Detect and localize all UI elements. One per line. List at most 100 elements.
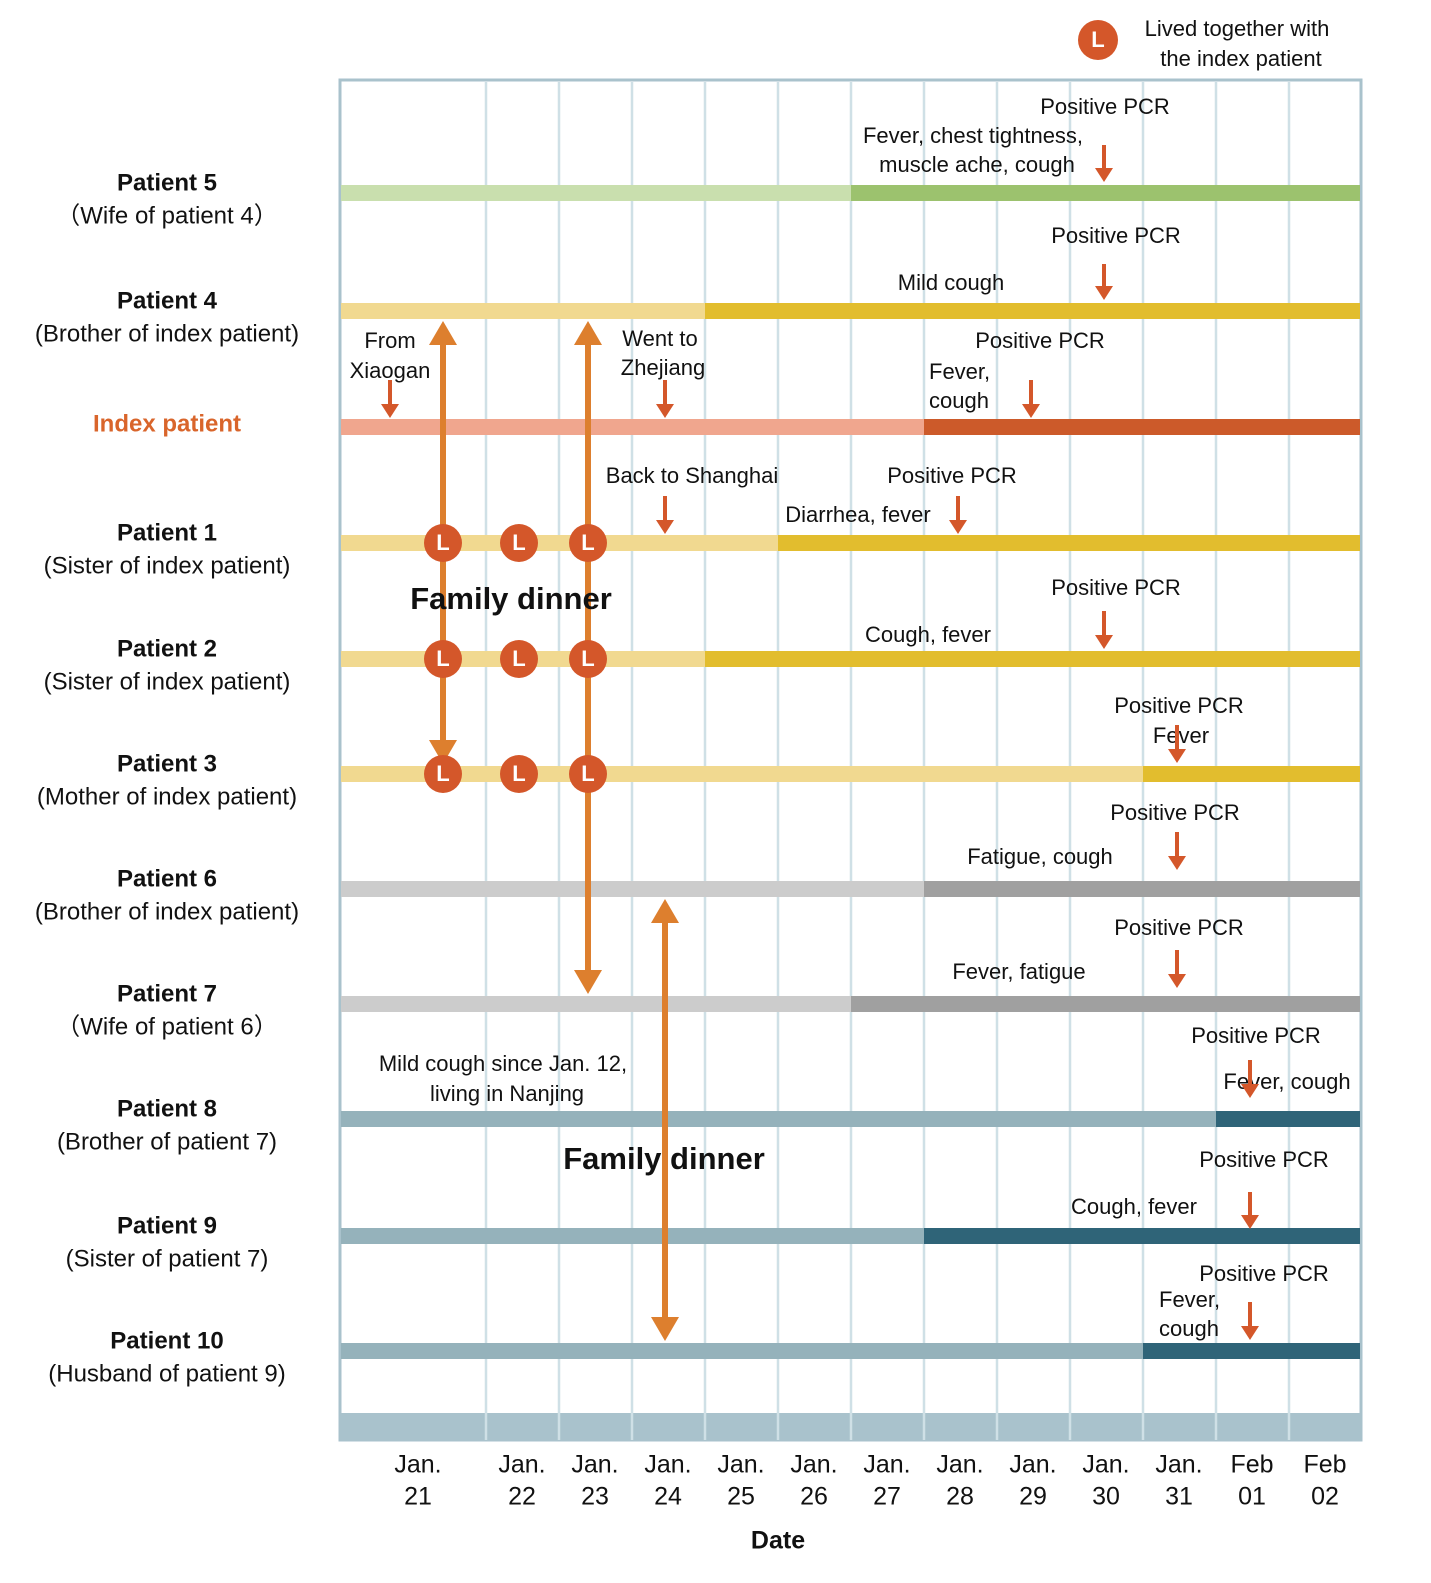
contact-arrow-up-icon <box>574 321 602 345</box>
lived-together-marker-letter: L <box>436 530 449 555</box>
lived-together-marker-letter: L <box>581 761 594 786</box>
lived-together-marker-icon <box>500 640 538 678</box>
positive-pcr-arrow-icon <box>1241 1084 1259 1098</box>
axis-tick-label: 29 <box>1019 1483 1047 1511</box>
lived-together-marker-icon <box>500 524 538 562</box>
row-label-name: Patient 3 <box>117 750 217 777</box>
axis-tick-label: 30 <box>1092 1483 1120 1511</box>
timeline-bar-symptomatic <box>778 535 1360 551</box>
axis-tick-label: 27 <box>873 1483 901 1511</box>
positive-pcr-label: Positive PCR <box>1040 94 1170 119</box>
positive-pcr-arrow-icon <box>949 520 967 534</box>
axis-title: Date <box>751 1527 805 1555</box>
row-label-relation: (Sister of patient 7) <box>66 1245 269 1272</box>
lived-together-marker-letter: L <box>436 646 449 671</box>
positive-pcr-arrow-icon <box>1095 286 1113 300</box>
symptom-annotation: muscle ache, cough <box>879 152 1075 177</box>
contact-arrow-up-icon <box>651 899 679 923</box>
family-dinner-label: Family dinner <box>410 581 612 616</box>
positive-pcr-arrow-icon <box>1095 168 1113 182</box>
timeline-bar-symptomatic <box>705 303 1360 319</box>
timeline-bar-symptomatic <box>1216 1111 1360 1127</box>
row-label-name: Patient 8 <box>117 1095 217 1122</box>
symptom-annotation: cough <box>929 388 989 413</box>
symptom-annotation: Fever, <box>1159 1287 1220 1312</box>
axis-tick-label: Jan. <box>644 1451 691 1479</box>
lived-together-marker-icon <box>424 755 462 793</box>
axis-tick-label: 25 <box>727 1483 755 1511</box>
lived-together-marker-icon <box>569 524 607 562</box>
lived-together-marker-letter: L <box>581 646 594 671</box>
lived-together-marker-letter: L <box>512 530 525 555</box>
row-label-relation: (Brother of index patient) <box>35 898 299 925</box>
timeline-bar-pre-symptom <box>341 1111 1216 1127</box>
timeline-bar-symptomatic <box>924 881 1360 897</box>
timeline-bar-pre-symptom <box>341 303 705 319</box>
axis-tick-label: 22 <box>508 1483 536 1511</box>
timeline-bar-pre-symptom <box>341 1228 924 1244</box>
lived-together-marker-letter: L <box>512 646 525 671</box>
axis-tick-label: Jan. <box>571 1451 618 1479</box>
row-label-name: Patient 4 <box>117 287 218 314</box>
positive-pcr-label: Positive PCR <box>1199 1147 1329 1172</box>
timeline-bar-pre-symptom <box>341 185 851 201</box>
positive-pcr-label: Positive PCR <box>1191 1023 1321 1048</box>
from-xiaogan-label: Xiaogan <box>350 358 431 383</box>
lived-together-marker-icon <box>569 640 607 678</box>
positive-pcr-arrow-icon <box>1241 1326 1259 1340</box>
timeline-bar-pre-symptom <box>341 535 778 551</box>
positive-pcr-arrow-icon <box>1022 404 1040 418</box>
contact-arrow-down-icon <box>429 740 457 764</box>
legend-text: Lived together with <box>1145 16 1330 41</box>
symptom-annotation: Fever, cough <box>1223 1069 1350 1094</box>
positive-pcr-arrow-icon <box>1168 974 1186 988</box>
legend-text: the index patient <box>1160 46 1321 71</box>
contact-arrow-up-icon <box>429 321 457 345</box>
lived-together-marker-icon <box>569 755 607 793</box>
axis-tick-label: Jan. <box>1082 1451 1129 1479</box>
axis-tick-label: 28 <box>946 1483 974 1511</box>
symptom-annotation: cough <box>1159 1316 1219 1341</box>
contact-arrow-down-icon <box>574 970 602 994</box>
symptom-annotation: Fever, <box>929 359 990 384</box>
row-label-relation: (Sister of index patient) <box>44 668 291 695</box>
legend-marker-letter: L <box>1091 27 1104 52</box>
row-label-relation: (Husband of patient 9) <box>48 1360 285 1387</box>
timeline-bar-pre-symptom <box>341 996 851 1012</box>
row-label-relation: (Brother of patient 7) <box>57 1128 277 1155</box>
positive-pcr-label: Positive PCR <box>1051 575 1181 600</box>
timeline-bar-symptomatic <box>705 651 1360 667</box>
positive-pcr-label: Positive PCR <box>1110 800 1240 825</box>
symptom-annotation: Cough, fever <box>1071 1194 1197 1219</box>
timeline-bar-symptomatic <box>851 185 1360 201</box>
lived-together-marker-letter: L <box>512 761 525 786</box>
axis-tick-label: 23 <box>581 1483 609 1511</box>
axis-tick-label: 02 <box>1311 1483 1339 1511</box>
axis-tick-label: Jan. <box>394 1451 441 1479</box>
symptom-annotation: Fever, fatigue <box>952 959 1085 984</box>
row-label-name: Patient 6 <box>117 865 217 892</box>
contact-arrow-down-icon <box>651 1317 679 1341</box>
row-label-name: Patient 10 <box>110 1327 223 1354</box>
went-to-zhejiang-label: Went to <box>622 326 697 351</box>
axis-tick-label: Feb <box>1303 1451 1346 1479</box>
axis-tick-label: Jan. <box>790 1451 837 1479</box>
travel-arrow-icon <box>381 404 399 418</box>
axis-tick-label: 21 <box>404 1483 432 1511</box>
p8-history-label: living in Nanjing <box>430 1081 584 1106</box>
symptom-annotation: Fever, chest tightness, <box>863 123 1083 148</box>
lived-together-marker-letter: L <box>436 761 449 786</box>
timeline-bar-pre-symptom <box>341 1343 1143 1359</box>
positive-pcr-label: Positive PCR <box>887 463 1017 488</box>
symptom-annotation: Diarrhea, fever <box>785 502 931 527</box>
row-label-name: Index patient <box>93 410 241 437</box>
timeline-bar-symptomatic <box>1143 1343 1360 1359</box>
timeline-bar-pre-symptom <box>341 881 924 897</box>
row-label-relation: （Wife of patient 6） <box>56 1013 277 1040</box>
family-dinner-label: Family dinner <box>563 1141 765 1176</box>
travel-arrow-icon <box>656 520 674 534</box>
row-label-relation: （Wife of patient 4） <box>56 202 277 229</box>
axis-tick-label: Jan. <box>863 1451 910 1479</box>
positive-pcr-label: Positive PCR <box>1114 915 1244 940</box>
axis-tick-label: Jan. <box>498 1451 545 1479</box>
